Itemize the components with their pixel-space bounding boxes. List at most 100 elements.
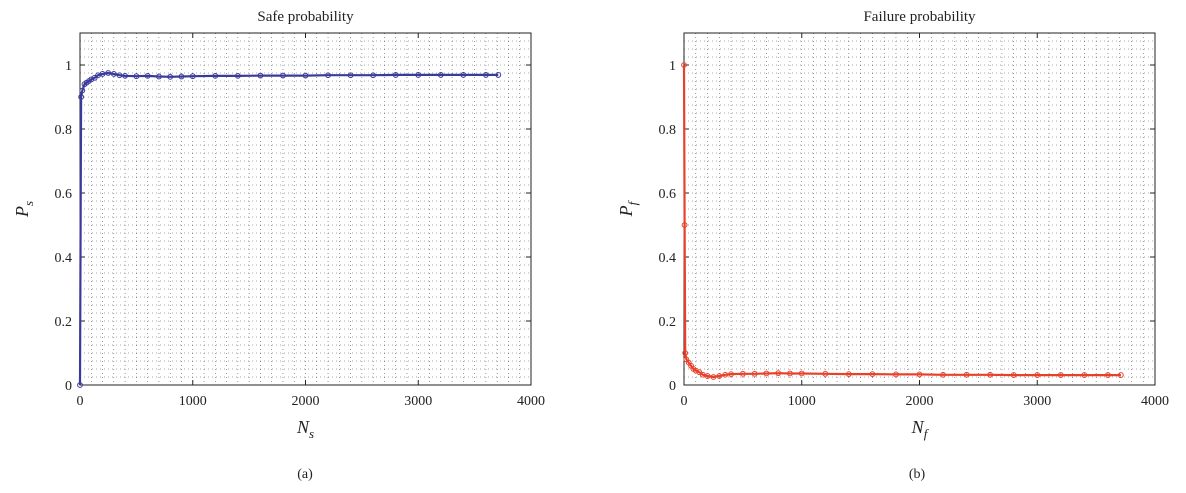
data-point: [460, 72, 467, 78]
data-point: [893, 371, 899, 378]
data-point: [728, 371, 734, 378]
y-tick-label: 1: [65, 59, 72, 74]
data-point: [822, 370, 829, 377]
x-axis-label-main: N: [911, 417, 925, 437]
safe-probability-chart: 0 1000 2000 3000 4000 0 0.2 0.4 0.6 0.8 1 Safe prob…: [12, 9, 545, 482]
data-point: [916, 371, 923, 378]
y-tick-label: 0.2: [55, 315, 73, 330]
x-tick-label: 1000: [179, 394, 207, 409]
data-point: [77, 382, 83, 388]
data-point: [716, 373, 723, 379]
y-tick-label: 0.4: [55, 251, 73, 266]
data-point: [1057, 372, 1064, 378]
data-point: [1117, 372, 1124, 378]
data-point: [415, 72, 422, 78]
data-point: [692, 367, 699, 374]
data-point: [257, 72, 264, 79]
y-tick-label: 0.2: [659, 315, 677, 330]
data-point: [79, 87, 86, 94]
x-tick-label: 0: [77, 394, 84, 409]
data-point: [437, 72, 444, 78]
data-point: [167, 73, 174, 80]
x-axis-label-main: N: [296, 417, 310, 437]
x-tick-label: 3000: [1023, 394, 1051, 409]
x-tick-label: 0: [681, 394, 688, 409]
data-point: [347, 72, 354, 79]
data-point: [178, 73, 185, 80]
x-tick-label: 4000: [1141, 394, 1169, 409]
data-point: [682, 350, 689, 356]
y-tick-label: 0: [65, 379, 72, 394]
data-point: [78, 94, 85, 100]
data-point: [1010, 372, 1017, 378]
data-point: [763, 370, 770, 377]
data-point: [144, 72, 151, 79]
y-tick-label: 0: [669, 379, 676, 394]
y-tick-label: 0.8: [55, 123, 73, 138]
data-point: [987, 371, 994, 378]
chart-title: Failure probability: [863, 9, 976, 25]
y-axis-label-subscript: f: [625, 199, 640, 205]
y-tick-label: 0.6: [659, 187, 677, 202]
data-point: [122, 72, 128, 79]
y-axis-label-main: P: [616, 205, 636, 217]
data-point: [798, 370, 805, 377]
data-point: [212, 72, 219, 79]
x-tick-label: 1000: [788, 394, 816, 409]
x-tick-label: 2000: [292, 394, 320, 409]
y-tick-label: 1: [669, 59, 676, 74]
data-point: [392, 72, 399, 78]
data-point: [1081, 372, 1088, 378]
data-point: [302, 72, 309, 79]
y-axis-label: Pf: [616, 199, 640, 217]
data-point: [775, 370, 782, 377]
data-point: [1105, 372, 1111, 378]
chart-title: Safe probability: [257, 9, 354, 25]
y-axis-label: Ps: [12, 201, 36, 218]
data-point: [751, 370, 758, 377]
data-point: [370, 72, 377, 79]
data-point: [722, 371, 729, 378]
data-point: [280, 72, 286, 79]
data-point: [88, 76, 95, 83]
panel-label: (a): [297, 467, 313, 482]
data-point: [495, 72, 502, 78]
failure-probability-chart: 0 1000 2000 3000 4000 0 0.2 0.4 0.6 0.8 1 Failure p…: [616, 9, 1169, 482]
series-line: [78, 71, 499, 386]
data-point: [325, 72, 331, 79]
y-tick-label: 0.6: [55, 187, 73, 202]
data-point: [116, 72, 123, 79]
x-axis-label-subscript: s: [309, 426, 314, 441]
data-point: [869, 371, 876, 378]
data-point: [189, 73, 196, 80]
data-point: [704, 373, 711, 379]
data-point: [963, 371, 970, 378]
y-tick-label: 0.4: [659, 251, 677, 266]
data-point: [739, 370, 746, 377]
panel-label: (b): [909, 467, 926, 482]
y-axis-label-subscript: s: [21, 201, 36, 206]
x-tick-label: 4000: [517, 394, 545, 409]
data-point: [845, 371, 852, 378]
data-point: [1034, 372, 1041, 378]
data-point: [99, 71, 106, 77]
data-point: [940, 371, 946, 378]
data-point: [105, 70, 112, 76]
data-point: [710, 374, 717, 380]
data-point: [110, 71, 117, 77]
series-line: [682, 64, 1121, 379]
x-axis-label: Ns: [296, 417, 314, 441]
y-tick-label: 0.8: [659, 123, 677, 138]
data-point: [483, 72, 489, 78]
y-axis-label-main: P: [12, 206, 32, 218]
data-point: [133, 73, 140, 80]
data-point: [156, 73, 162, 80]
x-tick-label: 2000: [906, 394, 934, 409]
data-point: [787, 370, 793, 377]
x-axis-label-subscript: f: [924, 426, 930, 441]
data-point: [681, 62, 687, 68]
x-tick-label: 3000: [404, 394, 432, 409]
x-axis-label: Nf: [911, 417, 930, 441]
data-point: [234, 72, 241, 79]
